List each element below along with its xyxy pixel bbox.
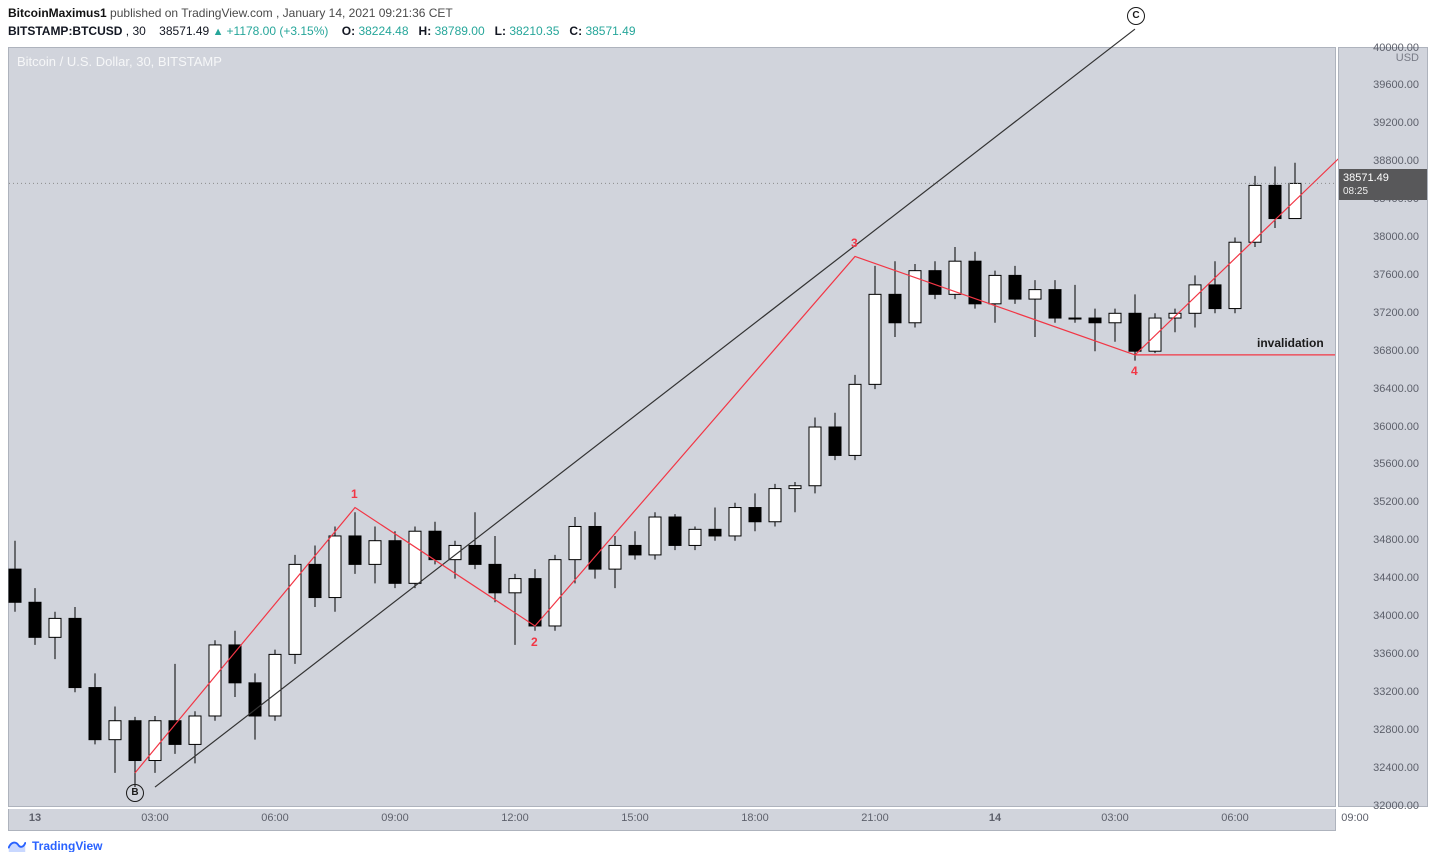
x-tick: 06:00	[1221, 812, 1249, 824]
last-price-tag: 38571.4908:25	[1339, 169, 1427, 200]
publish-date: January 14, 2021 09:21:36 CET	[283, 6, 453, 20]
y-tick: 34000.00	[1373, 610, 1419, 622]
y-tick: 35600.00	[1373, 458, 1419, 470]
y-tick: 39200.00	[1373, 117, 1419, 129]
symbol: BITSTAMP:BTCUSD	[8, 24, 122, 38]
x-tick: 09:00	[1341, 812, 1369, 824]
y-tick: 36400.00	[1373, 383, 1419, 395]
price-tag-countdown: 08:25	[1343, 185, 1421, 198]
x-tick: 12:00	[501, 812, 529, 824]
y-tick: 35200.00	[1373, 496, 1419, 508]
y-tick: 39600.00	[1373, 79, 1419, 91]
x-tick: 13	[29, 812, 41, 824]
x-tick: 14	[989, 812, 1001, 824]
y-tick: 37200.00	[1373, 307, 1419, 319]
author-name: BitcoinMaximus1	[8, 6, 107, 20]
ohlc-c: 38571.49	[585, 24, 635, 38]
overlay-layer	[9, 48, 1335, 806]
ohlc-l-label: L:	[495, 24, 506, 38]
brand-footer: TradingView	[8, 839, 102, 852]
y-tick: 32400.00	[1373, 762, 1419, 774]
publish-line: BitcoinMaximus1 published on TradingView…	[8, 4, 1422, 22]
y-tick: 34800.00	[1373, 534, 1419, 546]
chart-container: Bitcoin / U.S. Dollar, 30, BITSTAMP B123…	[0, 43, 1430, 852]
quote-line: BITSTAMP:BTCUSD , 30 38571.49 ▲ +1178.00…	[8, 22, 1422, 41]
x-tick: 03:00	[141, 812, 169, 824]
ohlc-h: 38789.00	[435, 24, 485, 38]
y-tick: 36800.00	[1373, 345, 1419, 357]
y-tick: 37600.00	[1373, 269, 1419, 281]
last-price: 38571.49	[159, 24, 209, 38]
tradingview-icon	[8, 839, 26, 852]
change-abs: +1178.00	[227, 24, 277, 38]
y-tick: 36000.00	[1373, 421, 1419, 433]
y-tick: 32000.00	[1373, 800, 1419, 812]
x-tick: 06:00	[261, 812, 289, 824]
x-tick: 03:00	[1101, 812, 1129, 824]
chart-header: BitcoinMaximus1 published on TradingView…	[0, 0, 1430, 43]
brand-text: TradingView	[32, 839, 102, 852]
x-tick: 18:00	[741, 812, 769, 824]
interval: 30	[132, 24, 145, 38]
change-pct: (+3.15%)	[279, 24, 328, 38]
x-tick: 21:00	[861, 812, 889, 824]
x-tick: 15:00	[621, 812, 649, 824]
y-tick: 34400.00	[1373, 572, 1419, 584]
publish-site: TradingView.com	[181, 6, 272, 20]
ohlc-o-label: O:	[342, 24, 355, 38]
ohlc-h-label: H:	[419, 24, 432, 38]
price-tag-value: 38571.49	[1343, 171, 1421, 185]
y-tick: 38000.00	[1373, 231, 1419, 243]
y-tick: 38800.00	[1373, 155, 1419, 167]
ohlc-l: 38210.35	[509, 24, 559, 38]
y-tick: 33600.00	[1373, 648, 1419, 660]
y-tick: 32800.00	[1373, 724, 1419, 736]
x-tick: 09:00	[381, 812, 409, 824]
ohlc-c-label: C:	[569, 24, 582, 38]
up-arrow-icon: ▲	[213, 26, 227, 38]
y-axis[interactable]: USD 40000.0039600.0039200.0038800.003840…	[1338, 47, 1428, 807]
plot-area[interactable]: Bitcoin / U.S. Dollar, 30, BITSTAMP B123…	[8, 47, 1336, 807]
ohlc-o: 38224.48	[358, 24, 408, 38]
x-axis[interactable]: 13 03:00 06:00 09:00 12:00 15:00 18:00 21:00 14 0…	[8, 809, 1336, 831]
y-tick: 40000.00	[1373, 42, 1419, 54]
y-tick: 33200.00	[1373, 686, 1419, 698]
